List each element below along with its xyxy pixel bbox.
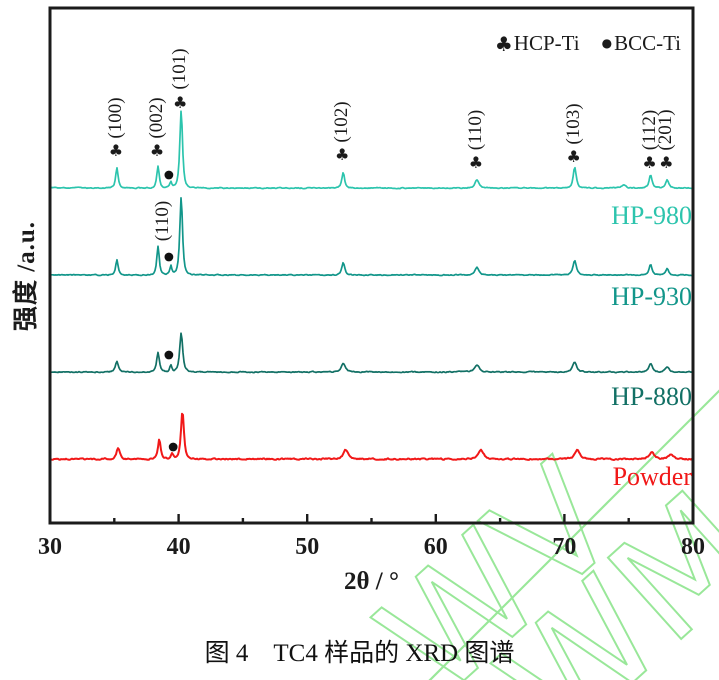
club-icon: ♣ bbox=[468, 153, 484, 172]
bcc-peak-label-110: (110) bbox=[152, 200, 173, 242]
club-icon: ♣ bbox=[149, 141, 165, 160]
xrd-trace-powder bbox=[49, 412, 694, 461]
legend-label-bcc-ti: BCC-Ti bbox=[614, 31, 681, 55]
peak-label-102: (102) bbox=[331, 101, 353, 143]
x-tick-label-40: 40 bbox=[166, 534, 191, 560]
peak-label-100: (100) bbox=[104, 97, 126, 139]
club-icon: ♣ bbox=[108, 141, 124, 160]
figure-caption: 图 4 TC4 样品的 XRD 图谱 bbox=[204, 640, 515, 667]
series-label-powder: Powder bbox=[612, 462, 692, 491]
x-tick-label-70: 70 bbox=[552, 534, 577, 560]
xrd-trace-hp-980 bbox=[49, 110, 694, 190]
series-label-hp-880: HP-880 bbox=[611, 382, 692, 411]
bcc-ti-marker bbox=[164, 252, 174, 262]
bcc-ti-markers bbox=[164, 170, 178, 452]
filled-circle-icon: ● bbox=[601, 35, 613, 50]
legend: ♣ HCP-Ti ● BCC-Ti bbox=[495, 31, 681, 56]
bcc-ti-marker bbox=[164, 350, 174, 360]
peak-label-201: (201) bbox=[655, 109, 677, 151]
club-icon: ♣ bbox=[335, 145, 350, 164]
bcc-ti-marker bbox=[168, 442, 178, 452]
x-tick-label-60: 60 bbox=[423, 534, 448, 560]
plot-border bbox=[48, 6, 695, 525]
x-tick-label-30: 30 bbox=[38, 534, 62, 560]
legend-label-hcp-ti: HCP-Ti bbox=[513, 31, 580, 55]
peak-label-110: (110) bbox=[464, 109, 486, 151]
legend-item-bcc-ti: ● BCC-Ti bbox=[602, 31, 681, 56]
club-icon: ♣ bbox=[659, 153, 674, 172]
peak-label-002: (002) bbox=[146, 97, 168, 139]
series-label-hp-980: HP-980 bbox=[611, 201, 692, 230]
club-icon: ♣ bbox=[494, 31, 513, 56]
club-icon: ♣ bbox=[642, 153, 657, 172]
series-label-hp-930: HP-930 bbox=[611, 282, 692, 311]
xrd-trace-hp-930 bbox=[49, 196, 694, 277]
x-tick-label-50: 50 bbox=[295, 534, 320, 560]
x-tick-label-80: 80 bbox=[681, 534, 705, 560]
peak-label-101: (101) bbox=[169, 48, 191, 90]
xrd-trace-hp-880 bbox=[49, 332, 694, 374]
peak-label-103: (103) bbox=[562, 103, 584, 145]
legend-item-hcp-ti: ♣ HCP-Ti bbox=[495, 31, 580, 56]
club-icon: ♣ bbox=[566, 147, 581, 166]
y-axis-label: 强度 /a.u. bbox=[13, 220, 40, 332]
club-icon: ♣ bbox=[173, 93, 188, 112]
bcc-ti-marker bbox=[164, 170, 174, 180]
xrd-traces bbox=[49, 110, 694, 461]
x-axis-label: 2θ / ° bbox=[344, 568, 399, 595]
